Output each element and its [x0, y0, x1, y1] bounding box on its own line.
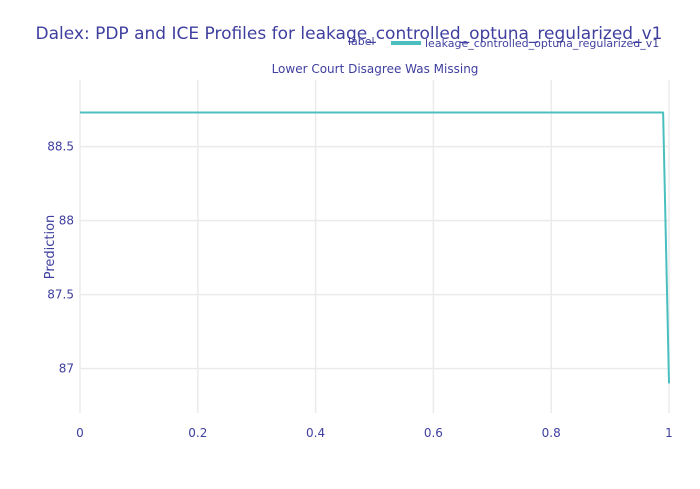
- y-tick-label: 88.5: [47, 140, 74, 154]
- series-layer: [80, 111, 670, 384]
- legend-entry-label: leakage_controlled_optuna_regularized_v1: [425, 37, 659, 50]
- y-axis-label: Prediction: [43, 215, 58, 280]
- x-tick-label: 0.2: [188, 426, 207, 440]
- x-tick-labels: 0 0.2 0.4 0.6 0.8 1: [76, 426, 673, 440]
- x-tick-label: 0.4: [306, 426, 325, 440]
- series-line: [80, 111, 670, 384]
- legend: label leakage_controlled_optuna_regulari…: [348, 35, 659, 50]
- y-tick-label: 87.5: [47, 288, 74, 302]
- legend-title: label: [348, 35, 375, 48]
- x-tick-label: 1: [665, 426, 673, 440]
- y-tick-label: 87: [59, 362, 74, 376]
- x-tick-label: 0.8: [542, 426, 561, 440]
- x-tick-label: 0.6: [424, 426, 443, 440]
- chart-subtitle: Lower Court Disagree Was Missing: [272, 62, 479, 76]
- grid-layer: [79, 80, 670, 413]
- x-tick-label: 0: [76, 426, 84, 440]
- y-tick-label: 88: [59, 214, 74, 228]
- chart-title: Dalex: PDP and ICE Profiles for leakage_…: [36, 24, 663, 44]
- y-tick-labels: 87 87.5 88 88.5: [47, 140, 74, 376]
